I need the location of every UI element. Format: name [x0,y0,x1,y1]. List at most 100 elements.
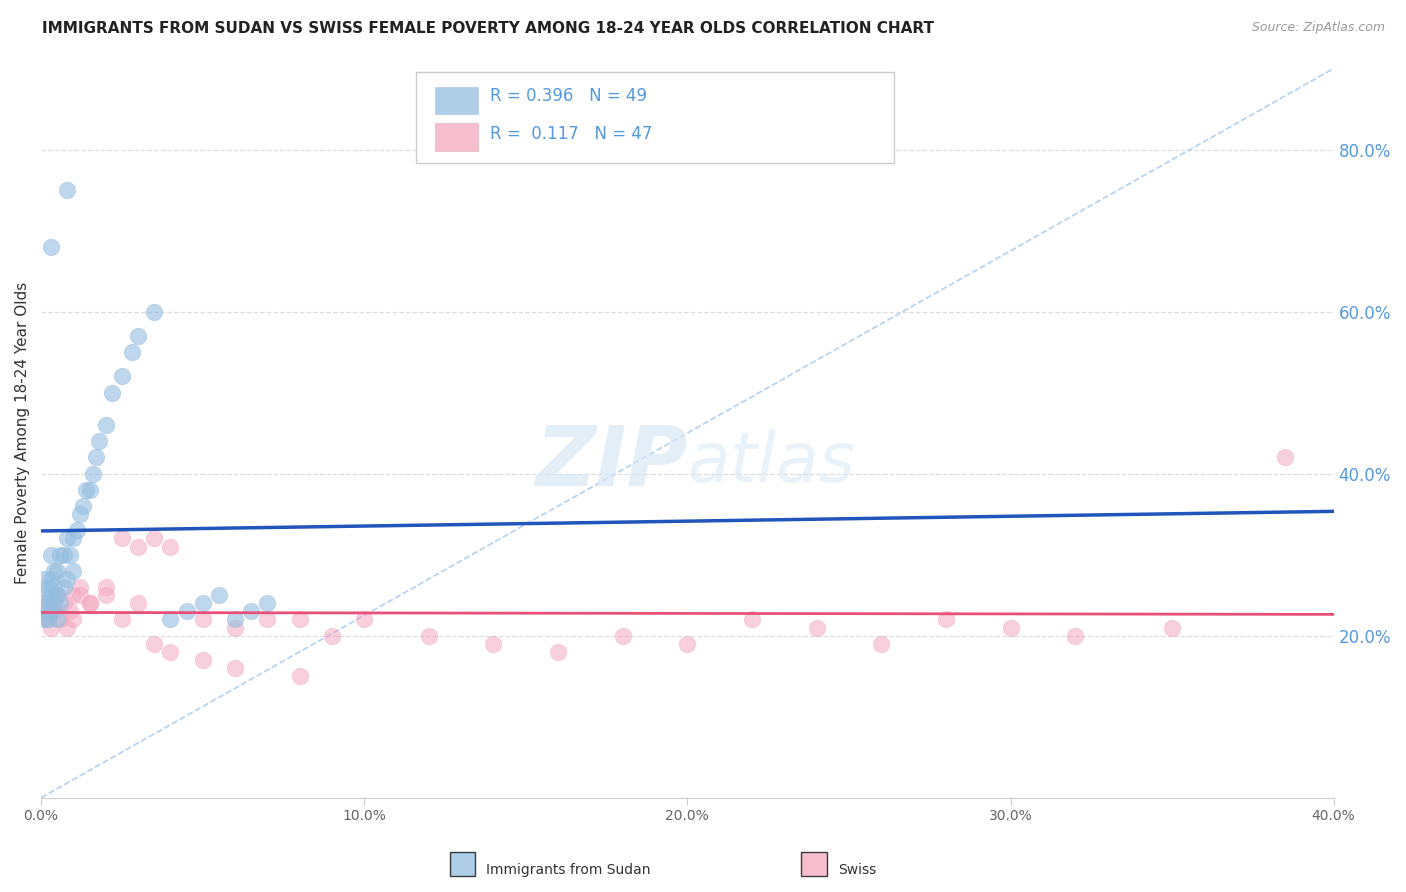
Point [111,369,134,384]
Point [79,596,101,610]
Point [49,596,72,610]
Point [52,596,75,610]
Point [46,564,69,578]
Text: R = 0.396   N = 49: R = 0.396 N = 49 [489,87,647,104]
Point [1064,629,1087,643]
Bar [436,123,478,151]
Point [127,329,149,343]
Point [935,612,957,626]
Text: IMMIGRANTS FROM SUDAN VS SWISS FEMALE POVERTY AMONG 18-24 YEAR OLDS CORRELATION : IMMIGRANTS FROM SUDAN VS SWISS FEMALE PO… [42,21,934,36]
Point [34,588,56,602]
Text: atlas: atlas [688,429,855,496]
Text: ZIP: ZIP [534,422,688,503]
Point [1274,450,1296,465]
Point [191,653,214,667]
Point [256,612,278,626]
Point [62,564,84,578]
Point [56,532,79,546]
Point [101,385,124,400]
Point [191,612,214,626]
Point [79,596,101,610]
Point [288,669,311,683]
Text: Swiss: Swiss [838,863,876,877]
Point [84,450,107,465]
Point [75,483,97,497]
Y-axis label: Female Poverty Among 18-24 Year Olds: Female Poverty Among 18-24 Year Olds [15,282,30,584]
Point [37,604,59,618]
Point [52,548,75,562]
Point [56,572,79,586]
Point [34,572,56,586]
Point [806,621,828,635]
Point [256,596,278,610]
Point [37,612,59,626]
Point [159,645,181,659]
Point [159,540,181,554]
Text: Source: ZipAtlas.com: Source: ZipAtlas.com [1251,21,1385,34]
Point [39,588,62,602]
Point [59,548,82,562]
Point [42,564,65,578]
Point [42,604,65,618]
Point [42,596,65,610]
Text: Immigrants from Sudan: Immigrants from Sudan [486,863,651,877]
Point [37,612,59,626]
Point [208,588,231,602]
Point [62,588,84,602]
Point [59,604,82,618]
Point [34,596,56,610]
Point [39,572,62,586]
Point [37,580,59,594]
Point [39,548,62,562]
Text: R =  0.117   N = 47: R = 0.117 N = 47 [489,125,652,143]
Point [94,417,117,432]
Point [676,637,699,651]
Point [72,499,94,513]
Point [66,524,89,538]
Point [46,588,69,602]
Point [42,580,65,594]
Point [69,507,91,521]
Point [159,612,181,626]
Point [418,629,440,643]
Point [49,548,72,562]
Point [1161,621,1184,635]
Point [82,467,104,481]
Point [94,588,117,602]
Point [176,604,198,618]
Point [547,645,569,659]
Point [612,629,634,643]
Point [240,604,263,618]
Point [39,604,62,618]
Point [111,612,134,626]
Point [69,588,91,602]
Point [224,661,246,675]
Point [56,183,79,197]
Point [870,637,893,651]
Point [143,532,166,546]
Point [224,612,246,626]
Point [353,612,375,626]
Point [94,580,117,594]
FancyBboxPatch shape [416,72,894,163]
Point [121,345,143,359]
Point [39,621,62,635]
Point [111,532,134,546]
Point [52,580,75,594]
Point [62,532,84,546]
Point [224,621,246,635]
Point [34,612,56,626]
Point [46,588,69,602]
Point [37,596,59,610]
Point [321,629,343,643]
Point [741,612,763,626]
Point [56,621,79,635]
Bar [436,87,478,114]
Point [69,580,91,594]
Point [62,612,84,626]
Point [79,483,101,497]
Point [191,596,214,610]
Point [89,434,111,449]
Point [143,637,166,651]
Point [288,612,311,626]
